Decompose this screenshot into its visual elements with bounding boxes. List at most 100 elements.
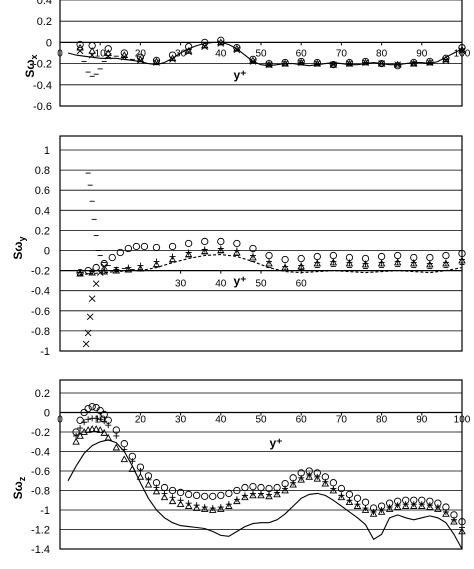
x-tick-label: 100 — [454, 415, 471, 426]
data-point — [184, 42, 193, 51]
data-point — [97, 416, 104, 423]
data-point — [140, 242, 149, 251]
x-tick-label: 90 — [416, 48, 428, 59]
data-point — [153, 258, 160, 265]
data-point — [208, 506, 217, 513]
y-tick-label: -0.6 — [31, 306, 50, 318]
data-point — [434, 505, 442, 512]
data-point — [112, 266, 121, 274]
y-tick-label: -1.4 — [31, 544, 50, 556]
data-point — [442, 509, 450, 517]
data-point — [76, 43, 84, 51]
data-point — [274, 489, 281, 496]
chart-panel-1: 0.40.20-0.2-0.4-0.60 10 20 30 40 50 60 70 80 90 10… — [23, 0, 471, 113]
y-tick-label: 0.2 — [35, 225, 50, 237]
data-point — [82, 340, 90, 348]
x-tick-label: 50 — [255, 279, 267, 290]
data-point — [394, 258, 401, 265]
data-point — [80, 408, 88, 417]
x-tick-label: 60 — [296, 415, 308, 426]
data-point — [306, 471, 313, 478]
x-tick-label: 40 — [215, 48, 227, 59]
data-point — [442, 508, 449, 515]
y-tick-label: -0.4 — [31, 286, 50, 298]
x-tick-label: 10 — [95, 48, 107, 59]
data-point — [281, 263, 289, 271]
data-point — [434, 504, 441, 511]
data-point — [377, 508, 386, 515]
data-point — [84, 404, 92, 413]
data-point — [281, 486, 289, 494]
data-point — [281, 255, 289, 264]
y-tick-label: -0.6 — [33, 101, 52, 113]
data-point — [184, 490, 193, 499]
data-point — [76, 431, 84, 439]
data-point — [201, 246, 208, 253]
data-point — [86, 313, 94, 321]
data-point — [410, 259, 417, 266]
data-point — [329, 251, 338, 260]
data-point — [298, 474, 305, 481]
data-point — [257, 491, 265, 499]
x-tick-label: 80 — [376, 48, 388, 59]
data-point — [100, 263, 108, 270]
y-tick-label: 0.4 — [37, 0, 52, 7]
data-point — [124, 265, 133, 273]
series-line — [67, 439, 463, 550]
data-point — [361, 498, 370, 506]
data-point — [361, 260, 370, 268]
data-point — [76, 40, 84, 49]
data-point — [108, 253, 116, 262]
data-point — [81, 419, 88, 426]
data-point — [113, 432, 120, 439]
data-point — [314, 259, 321, 266]
data-point — [105, 422, 112, 429]
data-point — [329, 258, 338, 266]
data-point — [258, 490, 264, 497]
y-axis-label: Sωx — [23, 54, 39, 77]
x-tick-label: 30 — [175, 279, 187, 290]
data-point — [92, 425, 100, 432]
series-2-triangle — [76, 246, 466, 277]
data-point — [225, 501, 232, 508]
data-point — [201, 237, 209, 246]
y-tick-label: -0.8 — [31, 486, 50, 498]
data-point — [169, 253, 176, 260]
y-tick-label: 0 — [44, 408, 50, 420]
data-point — [273, 490, 281, 498]
y-tick-label: 0.2 — [37, 16, 52, 28]
data-point — [76, 47, 84, 55]
y-tick-label: -0.6 — [31, 466, 50, 478]
data-point — [409, 259, 418, 267]
data-point — [137, 262, 144, 269]
data-point — [93, 415, 100, 422]
data-point — [369, 509, 378, 517]
data-point — [160, 483, 169, 492]
data-point — [124, 244, 132, 253]
data-point — [112, 443, 121, 451]
data-point — [345, 498, 354, 506]
data-point — [201, 38, 209, 47]
data-point — [160, 493, 169, 501]
data-point — [72, 437, 80, 445]
x-tick-label: 50 — [255, 415, 267, 426]
data-point — [402, 501, 409, 508]
data-point — [361, 506, 370, 513]
data-point — [201, 43, 209, 50]
data-point — [297, 262, 305, 270]
y-axis-label: Sωz — [11, 476, 27, 499]
y-axis-label: Sωy — [11, 236, 27, 259]
data-point — [442, 259, 450, 267]
data-point — [322, 478, 329, 485]
x-axis-label: y⁺ — [269, 436, 282, 450]
data-point — [152, 487, 161, 495]
data-point — [257, 483, 265, 492]
y-tick-label: -1 — [40, 505, 50, 517]
data-point — [176, 488, 185, 497]
data-point — [458, 256, 466, 264]
data-point — [88, 295, 96, 303]
data-point — [289, 480, 297, 488]
data-point — [426, 260, 433, 267]
data-point — [394, 502, 401, 509]
data-point — [282, 263, 289, 270]
